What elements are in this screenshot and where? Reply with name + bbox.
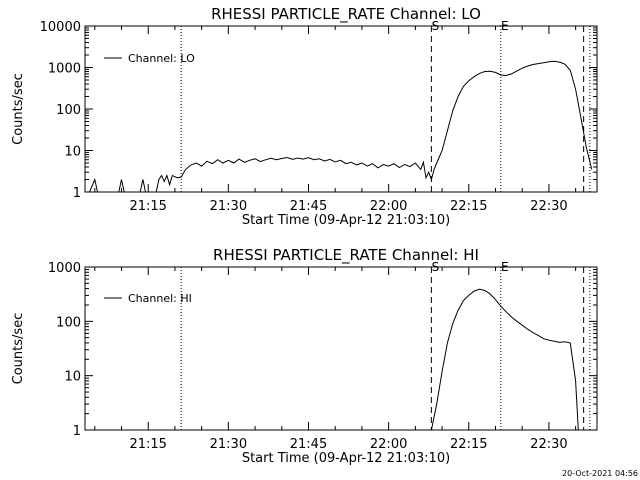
x-tick-label: 22:00	[370, 199, 407, 214]
x-axis-label: Start Time (09-Apr-12 21:03:10)	[242, 451, 450, 466]
marker-label: E	[501, 260, 509, 274]
plot-frame	[84, 266, 598, 431]
y-tick-label: 1	[73, 186, 81, 201]
y-tick-label: 10000	[40, 20, 81, 35]
x-axis-label: Start Time (09-Apr-12 21:03:10)	[242, 213, 450, 228]
y-tick-label: 1000	[48, 261, 81, 276]
legend-label: Channel: HI	[128, 292, 192, 305]
x-tick-label: 21:15	[129, 437, 166, 452]
y-tick-label: 10	[64, 370, 81, 385]
y-tick-label: 100	[56, 315, 81, 330]
series-line	[430, 288, 579, 431]
footer-timestamp: 20-Oct-2021 04:56	[562, 469, 638, 478]
x-tick-label: 21:30	[210, 437, 247, 452]
x-tick-label: 21:45	[290, 199, 327, 214]
x-tick-label: 22:30	[530, 199, 567, 214]
marker-label: S	[432, 260, 440, 274]
chart-title: RHESSI PARTICLE_RATE Channel: HI	[213, 246, 479, 265]
x-tick-label: 22:00	[370, 437, 407, 452]
x-tick-label: 22:15	[450, 199, 487, 214]
y-tick-label: 1	[73, 424, 81, 439]
y-tick-label: 1000	[48, 62, 81, 77]
series-line	[89, 60, 593, 193]
panel-lo: RHESSI PARTICLE_RATE Channel: LO 1 10 100 10…	[11, 5, 598, 228]
legend-label: Channel: LO	[128, 52, 195, 65]
panel-hi: RHESSI PARTICLE_RATE Channel: HI 1 10 100 10…	[11, 246, 598, 466]
y-tick-label: 100	[56, 103, 81, 118]
marker-label: S	[432, 19, 440, 33]
x-tick-label: 22:30	[530, 437, 567, 452]
chart-title: RHESSI PARTICLE_RATE Channel: LO	[211, 5, 481, 24]
x-tick-label: 22:15	[450, 437, 487, 452]
y-tick-label: 10	[64, 145, 81, 160]
marker-label: E	[501, 19, 509, 33]
x-tick-label: 21:45	[290, 437, 327, 452]
x-tick-label: 21:30	[210, 199, 247, 214]
y-axis-label: Counts/sec	[11, 73, 26, 145]
y-axis-label: Counts/sec	[11, 313, 26, 385]
x-tick-label: 21:15	[129, 199, 166, 214]
